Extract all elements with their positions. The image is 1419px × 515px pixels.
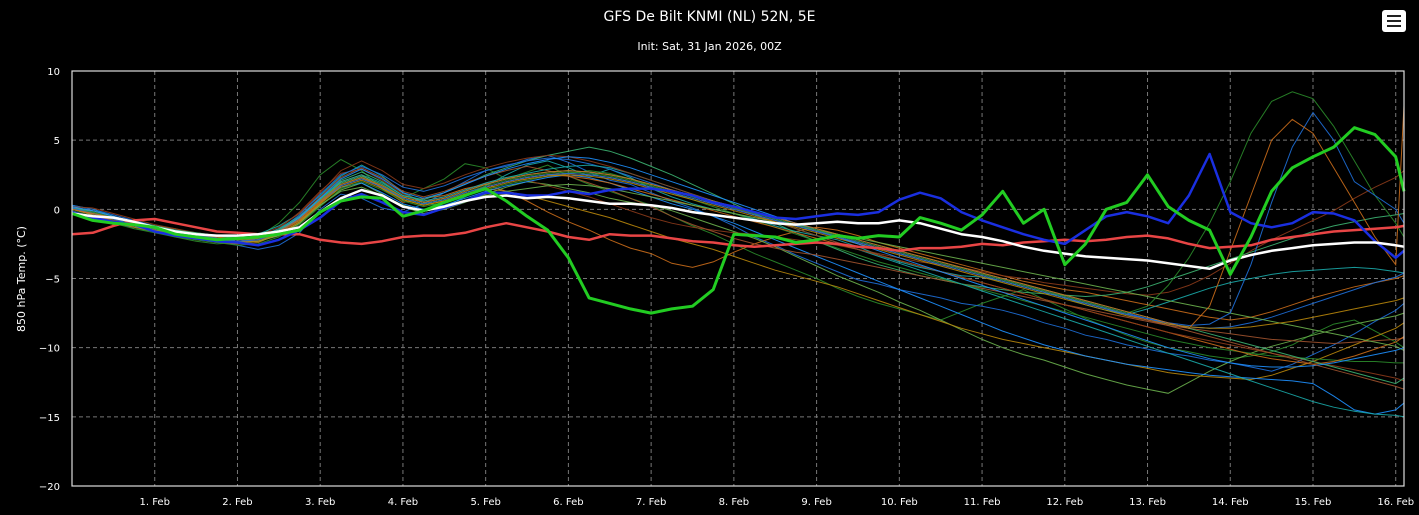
x-tick-labels: 1. Feb 2. Feb 3. Feb 4. Feb 5. Feb 6. Feb 7. F… [140, 497, 1415, 508]
y-tick-label: 0 [54, 205, 60, 216]
hamburger-menu-icon[interactable] [1382, 10, 1406, 32]
ensemble-member-line [71, 170, 1405, 385]
x-tick-label: 6. Feb [553, 497, 583, 508]
x-tick-label: 15. Feb [1295, 497, 1332, 508]
ensemble-member-line [71, 164, 1405, 418]
ensemble-member-line [71, 170, 1404, 364]
ensemble-member-line [71, 183, 1405, 351]
y-tick-label: 5 [54, 136, 60, 147]
x-tick-label: 8. Feb [719, 497, 749, 508]
x-tick-label: 13. Feb [1129, 497, 1166, 508]
ensemble-member-line [71, 156, 1405, 368]
ensemble-member-line [71, 91, 1405, 314]
y-tick-label: −5 [45, 275, 60, 286]
ensemble-member-line [71, 181, 1405, 394]
ensemble-member-line [71, 165, 1405, 345]
chart-title: GFS De Bilt KNMI (NL) 52N, 5E [603, 9, 816, 25]
grid-lines [72, 71, 1404, 486]
x-tick-label: 3. Feb [305, 497, 335, 508]
y-tick-labels: 10 5 0 −5 −10 −15 −20 [39, 67, 60, 493]
x-tick-label: 5. Feb [470, 497, 500, 508]
series-lines [71, 91, 1406, 418]
x-tick-label: 10. Feb [881, 497, 918, 508]
ensemble-member-line [71, 154, 1405, 382]
x-tick-label: 1. Feb [140, 497, 170, 508]
y-tick-label: 10 [47, 67, 60, 78]
ensemble-member-line [71, 154, 1405, 372]
chart-subtitle: Init: Sat, 31 Jan 2026, 00Z [637, 40, 782, 53]
x-tick-label: 11. Feb [964, 497, 1001, 508]
ensemble-member-line [71, 174, 1405, 365]
ensemble-member-line [71, 146, 1405, 298]
series-operational-line [71, 126, 1406, 315]
x-tick-label: 12. Feb [1046, 497, 1083, 508]
ensemble-member-line [71, 157, 1405, 329]
y-tick-label: −20 [39, 482, 60, 493]
y-tick-label: −10 [39, 344, 60, 355]
series-climate-line [71, 217, 1405, 253]
x-tick-label: 7. Feb [636, 497, 666, 508]
plot-frame [71, 70, 1405, 487]
series-mean-line [71, 188, 1405, 271]
x-tick-label: 16. Feb [1377, 497, 1414, 508]
ensemble-member-line [71, 174, 1405, 329]
x-tick-label: 14. Feb [1212, 497, 1249, 508]
x-tick-label: 4. Feb [388, 497, 418, 508]
x-tick-label: 9. Feb [801, 497, 831, 508]
y-tick-label: −15 [39, 413, 60, 424]
ensemble-member-line [71, 158, 1405, 360]
x-tick-label: 2. Feb [222, 497, 252, 508]
y-axis-label: 850 hPa Temp. (°C) [15, 226, 28, 332]
